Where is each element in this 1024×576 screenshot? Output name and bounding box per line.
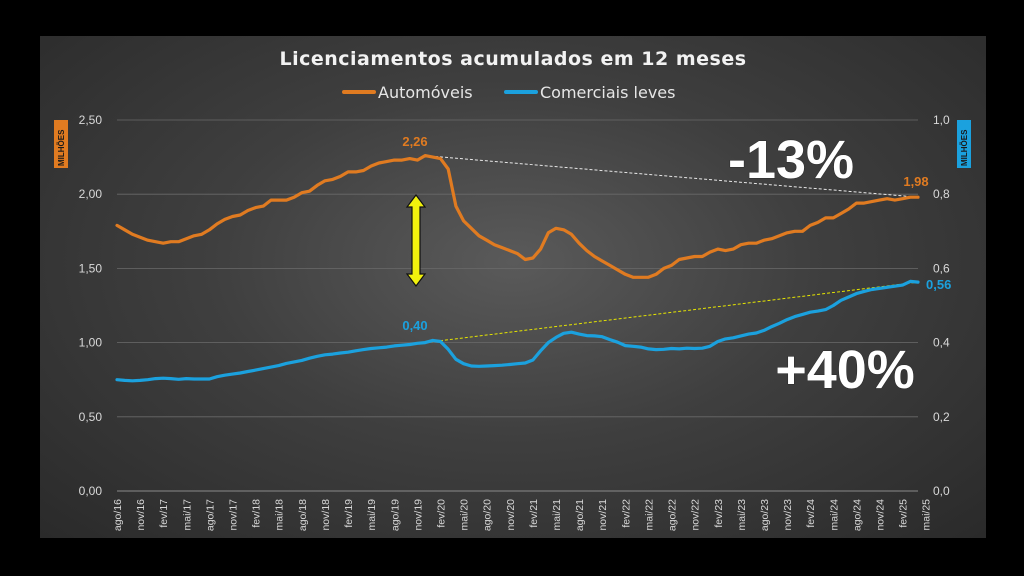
right-tick-label: 0,6 [933, 261, 950, 275]
x-tick-label: ago/21 [574, 499, 586, 531]
legend-label-automoveis: Automóveis [378, 83, 473, 102]
trendline-comerciais [425, 281, 919, 344]
left-tick-label: 2,50 [79, 113, 103, 127]
x-tick-label: mai/19 [366, 499, 378, 531]
x-tick-label: nov/24 [874, 499, 886, 531]
legend: Automóveis Comerciais leves [342, 83, 675, 102]
label-auto-peak: 2,26 [402, 134, 427, 149]
x-tick-label: mai/21 [551, 499, 563, 531]
x-tick-label: nov/18 [320, 499, 332, 531]
x-tick-label: ago/19 [389, 499, 401, 531]
label-auto-last: 1,98 [903, 174, 928, 189]
chart-title: Licenciamentos acumulados em 12 meses [279, 48, 746, 70]
x-tick-label: ago/17 [204, 499, 216, 531]
auto-change-annotation: -13% [728, 130, 854, 190]
left-tick-label: 1,00 [79, 336, 103, 350]
label-comm-start: 0,40 [402, 318, 427, 333]
x-tick-label: mai/17 [181, 499, 193, 531]
x-tick-label: mai/20 [459, 499, 471, 531]
left-tick-label: 1,50 [79, 261, 103, 275]
left-axis-ticks: 0,00 0,50 1,00 1,50 2,00 2,50 [79, 113, 103, 498]
x-tick-label: fev/19 [343, 499, 355, 528]
x-tick-label: fev/25 [898, 499, 910, 528]
right-tick-label: 0,0 [933, 484, 950, 498]
left-axis-unit-label: MILHÕES [57, 129, 66, 166]
gridlines [117, 119, 918, 492]
x-tick-label: mai/22 [643, 499, 655, 531]
series-line-automoveis [115, 153, 920, 279]
legend-label-comerciais: Comerciais leves [540, 83, 675, 102]
series-line-comerciais-leves [115, 279, 920, 383]
x-axis-ticks: ago/16 nov/16 fev/17 mai/17 ago/17 nov/17 fev/… [112, 499, 933, 531]
x-tick-label: nov/19 [412, 499, 424, 531]
x-tick-label: ago/20 [482, 499, 494, 531]
comm-change-annotation: +40% [775, 340, 915, 400]
x-tick-label: mai/23 [736, 499, 748, 531]
x-tick-label: fev/23 [713, 499, 725, 528]
right-tick-label: 1,0 [933, 113, 950, 127]
left-tick-label: 0,00 [79, 484, 103, 498]
x-tick-label: nov/17 [228, 499, 240, 531]
x-tick-label: ago/18 [297, 499, 309, 531]
x-tick-label: fev/22 [620, 499, 632, 528]
x-tick-label: mai/18 [274, 499, 286, 531]
x-tick-label: nov/21 [597, 499, 609, 531]
x-tick-label: nov/16 [135, 499, 147, 531]
x-tick-label: ago/16 [112, 499, 124, 531]
x-tick-label: fev/20 [435, 499, 447, 528]
x-tick-label: ago/22 [667, 499, 679, 531]
x-tick-label: fev/18 [251, 499, 263, 528]
x-tick-label: mai/24 [828, 499, 840, 531]
right-axis-unit: MILHÕES [957, 120, 971, 168]
x-tick-label: nov/22 [690, 499, 702, 531]
x-tick-label: fev/17 [158, 499, 170, 528]
series-lines [115, 153, 920, 383]
x-tick-label: ago/23 [759, 499, 771, 531]
right-tick-label: 0,2 [933, 410, 950, 424]
right-axis-unit-label: MILHÕES [960, 129, 969, 166]
trend-lines [425, 155, 919, 344]
label-comm-last: 0,56 [926, 277, 951, 292]
chart-panel: Licenciamentos acumulados em 12 meses Au… [40, 36, 986, 538]
left-axis-unit: MILHÕES [54, 120, 68, 168]
line-chart: Licenciamentos acumulados em 12 meses Au… [54, 48, 971, 531]
x-tick-label: fev/21 [528, 499, 540, 528]
left-tick-label: 0,50 [79, 410, 103, 424]
left-axis-unit-box [54, 120, 68, 168]
left-tick-label: 2,00 [79, 187, 103, 201]
x-tick-label: mai/25 [921, 499, 933, 531]
x-tick-label: nov/20 [505, 499, 517, 531]
x-tick-label: nov/23 [782, 499, 794, 531]
right-axis-unit-box [957, 120, 971, 168]
double-arrow-icon [405, 194, 427, 287]
x-tick-label: ago/24 [851, 499, 863, 531]
x-tick-label: fev/24 [805, 499, 817, 528]
right-tick-label: 0,8 [933, 187, 950, 201]
right-tick-label: 0,4 [933, 336, 950, 350]
right-axis-ticks: 0,0 0,2 0,4 0,6 0,8 1,0 [933, 113, 950, 498]
trendline-automoveis [425, 155, 919, 198]
